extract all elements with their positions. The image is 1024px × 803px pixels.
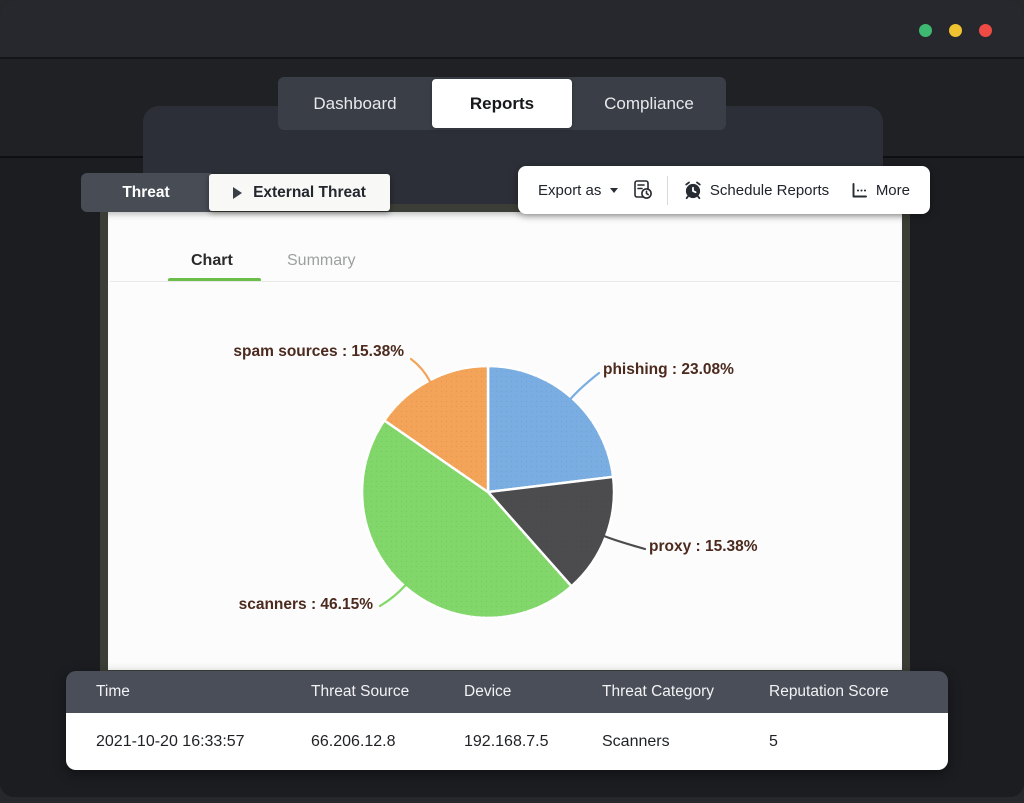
titlebar [0,0,1024,59]
active-tab-underline [168,278,261,282]
pie-callout-spam-sources: spam sources : 15.38% [233,343,404,360]
schedule-reports-label: Schedule Reports [709,181,830,199]
window-controls [919,24,992,37]
window-control-yellow-icon[interactable] [949,24,962,37]
more-actions-icon [850,181,869,200]
threat-details-table: Time Threat Source Device Threat Categor… [66,671,948,770]
report-toolbar: Export as [518,166,930,214]
tab-compliance[interactable]: Compliance [604,93,694,113]
pie-callout-scanners: scanners : 46.15% [238,596,373,613]
play-triangle-icon [233,186,243,199]
view-tab-summary[interactable]: Summary [287,252,356,269]
pie-callout-phishing: phishing : 23.08% [603,361,734,378]
more-label: More [875,181,910,199]
table-header: Time Threat Source Device Threat Categor… [66,671,948,713]
pie-callout-proxy: proxy : 15.38% [649,538,758,555]
more-button[interactable]: More [850,181,910,200]
toolbar-divider [666,175,668,205]
cell-threat-source: 66.206.12.8 [311,732,396,750]
breadcrumb-report-label: External Threat [253,183,366,201]
window-control-green-icon[interactable] [919,24,932,37]
tab-dashboard[interactable]: Dashboard [313,93,397,113]
main-nav-tabs: Dashboard Reports Compliance [278,77,726,130]
export-as-dropdown[interactable]: Export as [538,181,619,199]
cell-threat-category: Scanners [602,732,670,750]
schedule-reports-button[interactable]: Schedule Reports [683,180,829,200]
cell-device: 192.168.7.5 [464,732,549,750]
report-history-icon[interactable] [632,179,654,201]
col-threat-category: Threat Category [602,683,714,700]
export-as-label: Export as [538,181,602,199]
tab-reports[interactable]: Reports [432,79,572,128]
cell-time: 2021-10-20 16:33:57 [96,732,245,750]
col-threat-source: Threat Source [311,683,410,700]
col-device: Device [464,683,512,700]
chevron-down-icon [610,187,619,193]
cell-reputation-score: 5 [769,732,778,750]
breadcrumb-threat-button[interactable]: Threat [81,173,211,212]
alarm-clock-icon [683,180,703,200]
table-row[interactable]: 2021-10-20 16:33:57 66.206.12.8 192.168.… [66,713,948,770]
view-tab-chart[interactable]: Chart [191,252,233,269]
col-reputation-score: Reputation Score [769,683,889,700]
tabs-divider-line [110,281,900,282]
window-control-red-icon[interactable] [979,24,992,37]
col-time: Time [96,683,130,700]
breadcrumb-external-threat-button[interactable]: External Threat [209,174,390,211]
